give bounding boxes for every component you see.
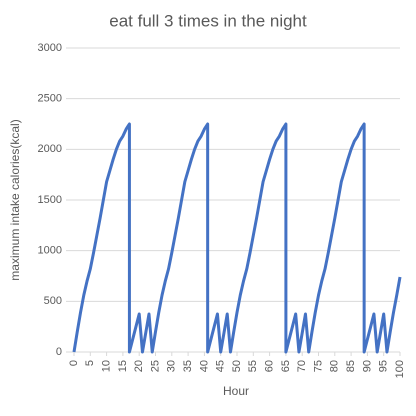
x-tick-label: 25 bbox=[149, 360, 161, 372]
x-tick-label: 60 bbox=[264, 360, 276, 372]
data-line bbox=[72, 122, 402, 354]
x-tick-label: 30 bbox=[166, 360, 178, 372]
y-tick-label: 0 bbox=[56, 346, 62, 358]
x-tick-label: 5 bbox=[84, 360, 96, 366]
y-tick-label: 1500 bbox=[38, 194, 62, 206]
x-tick-label: 95 bbox=[378, 360, 390, 372]
x-tick-label: 20 bbox=[133, 360, 145, 372]
x-axis-label: Hour bbox=[223, 384, 249, 398]
x-tick-label: 15 bbox=[117, 360, 129, 372]
y-tick-label: 1000 bbox=[38, 245, 62, 257]
y-tick-label: 500 bbox=[44, 295, 62, 307]
x-tick-label: 80 bbox=[329, 360, 341, 372]
x-tick-label: 100 bbox=[394, 360, 406, 378]
x-tick-label: 90 bbox=[361, 360, 373, 372]
chart-title: eat full 3 times in the night bbox=[109, 11, 307, 30]
x-tick-label: 65 bbox=[280, 360, 292, 372]
x-tick-label: 0 bbox=[68, 360, 80, 366]
x-tick-label: 40 bbox=[198, 360, 210, 372]
x-tick-label: 35 bbox=[182, 360, 194, 372]
x-tick-label: 55 bbox=[247, 360, 259, 372]
x-tick-label: 10 bbox=[101, 360, 113, 372]
y-tick-label: 2000 bbox=[38, 143, 62, 155]
x-tick-label: 70 bbox=[296, 360, 308, 372]
x-tick-label: 50 bbox=[231, 360, 243, 372]
y-tick-label: 2500 bbox=[38, 93, 62, 105]
x-tick-label: 45 bbox=[215, 360, 227, 372]
x-tick-label: 75 bbox=[312, 360, 324, 372]
x-tick-label: 85 bbox=[345, 360, 357, 372]
y-axis-label: maximum intake calories(kcal) bbox=[8, 119, 22, 280]
y-tick-label: 3000 bbox=[38, 42, 62, 54]
